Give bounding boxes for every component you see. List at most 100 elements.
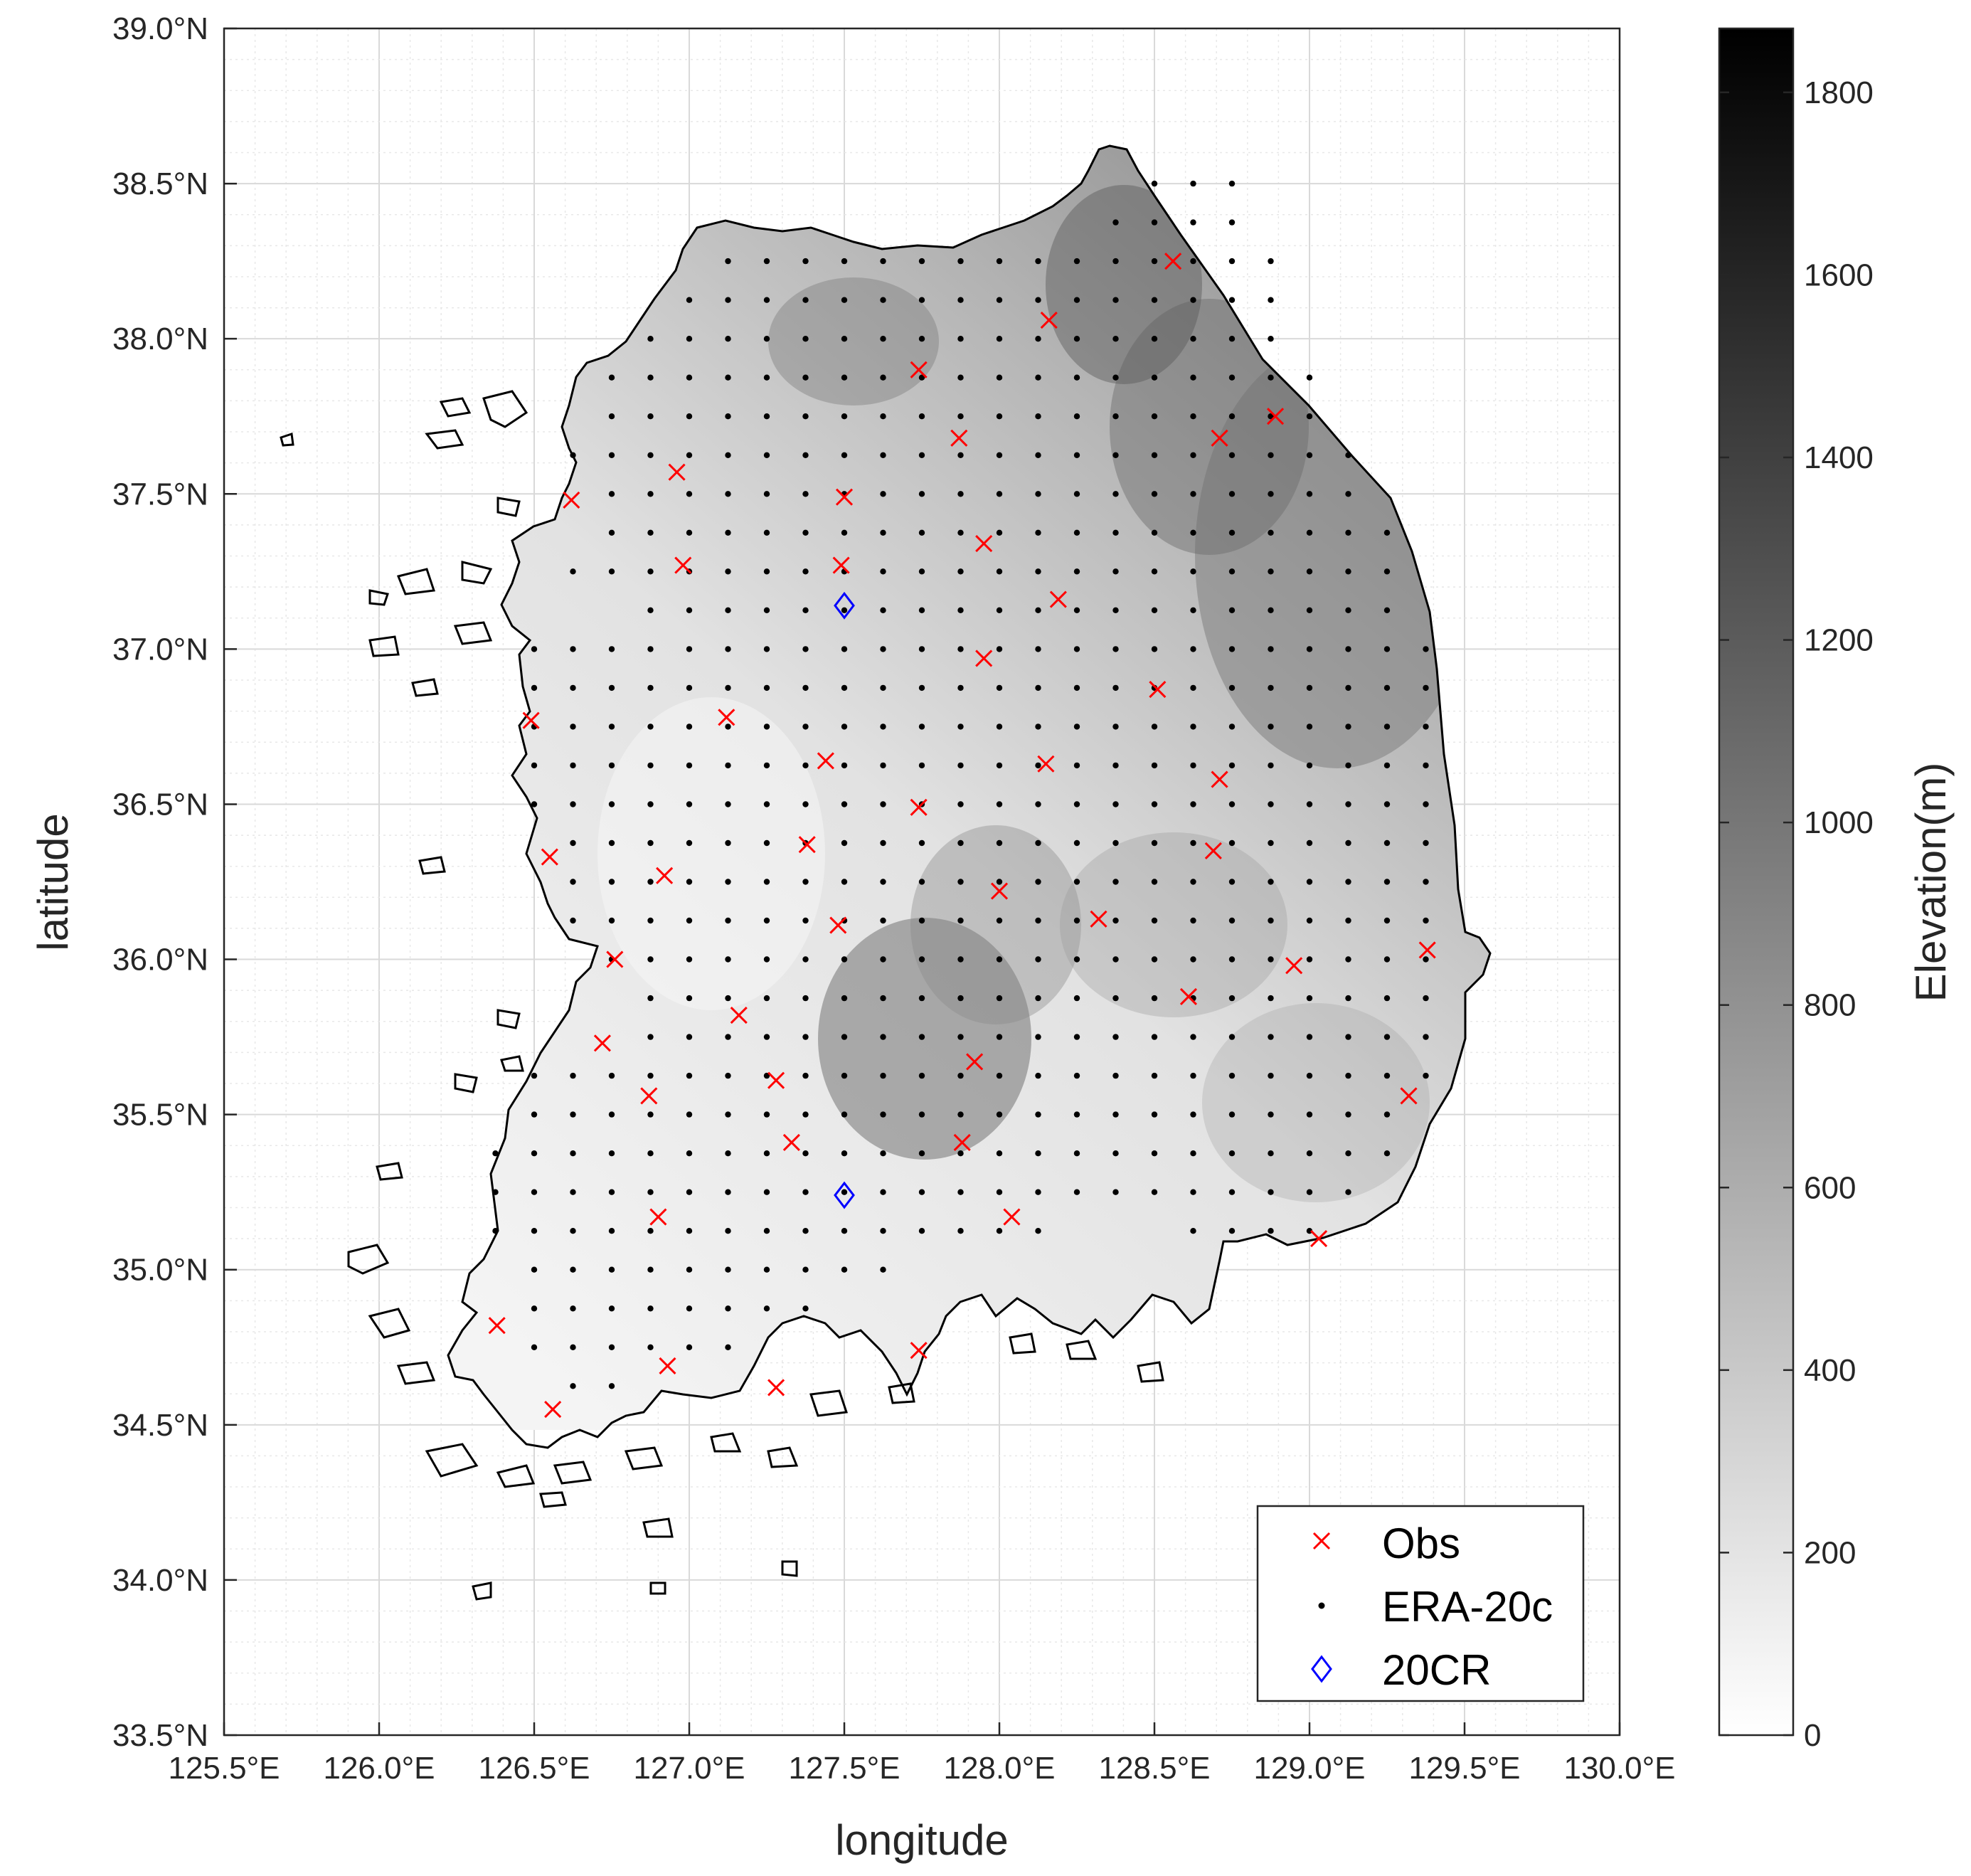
era-20c-point xyxy=(1035,452,1041,458)
era-20c-point xyxy=(1345,762,1351,769)
era-20c-point xyxy=(1383,917,1391,924)
era-20c-point xyxy=(531,1344,538,1351)
obs-point xyxy=(950,429,968,447)
era-20c-point xyxy=(1073,995,1080,1002)
era-20c-point xyxy=(725,917,731,924)
obs-point-stroke xyxy=(1090,910,1107,928)
era-20c-point xyxy=(647,684,654,691)
era-20c-point xyxy=(725,374,731,381)
era-20c-point xyxy=(725,956,731,963)
era-20c-point xyxy=(957,1034,964,1040)
era-20c-point xyxy=(1423,1072,1429,1079)
era-20c-point xyxy=(1073,374,1080,381)
era-20c-point xyxy=(1345,956,1351,963)
era-20c-point xyxy=(1228,684,1236,691)
coastline xyxy=(447,144,1492,1449)
era-20c-point xyxy=(1112,607,1119,613)
era-20c-point xyxy=(570,1383,576,1389)
era-20c-point xyxy=(841,646,848,652)
legend-20cr-marker xyxy=(1311,1655,1332,1683)
era-20c-point xyxy=(1228,297,1236,303)
20cr-series xyxy=(834,591,855,1209)
era-20c-point xyxy=(802,724,809,730)
era-20c-point xyxy=(1268,1189,1274,1195)
era-20c-point xyxy=(957,258,964,265)
era-20c-point xyxy=(686,491,693,497)
y-tick-label: 34.5°N xyxy=(112,1408,208,1443)
era-20c-point xyxy=(725,336,731,342)
era-20c-point xyxy=(1228,1111,1236,1118)
obs-point xyxy=(656,867,674,884)
era-20c-point xyxy=(725,1266,731,1273)
era-20c-point xyxy=(686,956,693,963)
era-20c-point xyxy=(763,917,770,924)
era-20c-point xyxy=(996,1228,1003,1234)
era-20c-point xyxy=(1306,762,1313,769)
era-20c-point xyxy=(686,336,693,342)
obs-point-stroke xyxy=(798,836,816,854)
era-20c-point xyxy=(1190,180,1196,187)
y-tick-label: 36.5°N xyxy=(112,787,208,822)
era-20c-point xyxy=(1423,646,1429,652)
legend: Obs ERA-20c 20CR xyxy=(1256,1505,1585,1702)
era-20c-point xyxy=(996,879,1003,885)
era-20c-point xyxy=(880,336,886,342)
era-20c-point xyxy=(996,491,1003,497)
era-20c-point xyxy=(1190,452,1196,458)
era-20c-point xyxy=(802,879,809,885)
era-20c-point xyxy=(880,1072,886,1079)
era-20c-point xyxy=(686,1034,693,1040)
era-20c-point xyxy=(763,724,770,730)
era-20c-point xyxy=(1112,879,1119,885)
era-20c-point xyxy=(996,762,1003,769)
obs-point-stroke xyxy=(1211,770,1228,788)
era-20c-point xyxy=(1151,180,1158,187)
era-20c-point xyxy=(1190,956,1196,963)
era-20c-point xyxy=(608,413,615,420)
era-20c-point xyxy=(996,956,1003,963)
era-20c-point xyxy=(918,839,925,847)
era-20c-point xyxy=(686,646,693,652)
era-20c-point xyxy=(880,452,886,458)
era-20c-point xyxy=(918,646,925,652)
era-20c-point xyxy=(725,684,731,691)
era-20c-point xyxy=(996,452,1003,458)
era-20c-point xyxy=(686,839,693,847)
era-20c-point xyxy=(763,839,770,847)
obs-point xyxy=(1310,1230,1328,1248)
era-20c-point xyxy=(996,413,1003,420)
obs-point xyxy=(910,1342,928,1360)
era-20c-point xyxy=(841,297,848,303)
era-20c-point xyxy=(647,646,654,652)
era-20c-point xyxy=(918,297,925,303)
era-20c-point xyxy=(1228,452,1236,458)
era-20c-point xyxy=(1306,607,1313,613)
obs-point xyxy=(1266,408,1285,425)
era-20c-point xyxy=(841,724,848,730)
obs-point-stroke xyxy=(1285,957,1303,975)
obs-point xyxy=(782,1133,800,1151)
era-20c-point xyxy=(647,917,654,924)
era-20c-point xyxy=(1383,1072,1391,1079)
era-20c-point xyxy=(1112,801,1119,807)
era-20c-point xyxy=(647,413,654,420)
era-20c-point xyxy=(880,646,886,652)
era-20c-point xyxy=(725,568,731,575)
y-tick-label: 39.0°N xyxy=(112,11,208,46)
obs-point xyxy=(1003,1208,1021,1226)
era-20c-point xyxy=(880,956,886,963)
era-20c-point xyxy=(957,1228,964,1234)
era-20c-point xyxy=(725,452,731,458)
era-20c-point xyxy=(996,607,1003,613)
era-20c-point xyxy=(1151,374,1158,381)
era-20c-point xyxy=(957,684,964,691)
obs-point xyxy=(1040,311,1058,329)
obs-point-stroke xyxy=(1037,755,1055,773)
era-20c-point xyxy=(918,452,925,458)
era-20c-point xyxy=(880,491,886,497)
era-20c-point xyxy=(725,258,731,265)
era-20c-point xyxy=(841,1034,848,1040)
obs-point xyxy=(1204,842,1222,859)
era-20c-point xyxy=(570,1111,576,1118)
era-20c-point xyxy=(686,684,693,691)
